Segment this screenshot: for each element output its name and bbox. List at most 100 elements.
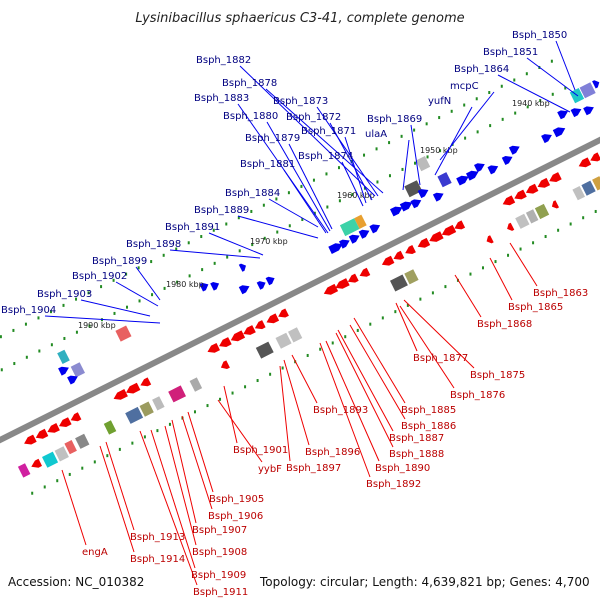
forward-gene-arrow [238, 263, 246, 272]
tick-mark [488, 91, 491, 95]
tick-mark [75, 330, 78, 334]
forward-label-line [434, 106, 473, 176]
tick-mark [337, 166, 340, 170]
forward-gene-label: Bsph_1874 [298, 151, 353, 162]
reverse-label-line [279, 365, 291, 462]
forward-gene-arrow [417, 189, 429, 199]
forward-label-line [283, 169, 327, 234]
forward-gene-label: Bsph_1871 [301, 126, 356, 137]
feature-box [437, 172, 452, 188]
forward-gene-label: Bsph_1873 [273, 96, 328, 107]
tick-mark [363, 186, 366, 190]
reverse-label-line [291, 354, 318, 404]
reverse-gene-arrow [359, 267, 371, 277]
tick-mark [175, 247, 178, 251]
tick-mark [476, 130, 479, 134]
tick-mark [438, 116, 441, 120]
reverse-label-line [454, 274, 482, 318]
reverse-label-line [61, 469, 87, 546]
feature-box [103, 420, 117, 435]
feature-box [275, 332, 292, 349]
forward-label-line [526, 57, 579, 97]
forward-gene-arrow [501, 156, 513, 165]
forward-label-line [80, 299, 151, 317]
tick-mark [31, 491, 34, 495]
feature-box [54, 446, 69, 462]
map-title: Lysinibacillus sphaericus C3-41, complet… [135, 11, 464, 26]
tick-mark [200, 235, 203, 239]
feature-box [168, 385, 186, 403]
tick-mark [225, 222, 228, 226]
tick-mark [275, 197, 278, 201]
tick-mark [143, 435, 146, 439]
reverse-gene-arrow [514, 189, 527, 200]
feature-box [255, 341, 274, 359]
tick-mark [13, 362, 16, 366]
reverse-label-line [171, 419, 197, 524]
feature-boxes [17, 82, 600, 478]
tick-mark [513, 78, 516, 82]
tick-mark [419, 297, 422, 301]
tick-mark [338, 199, 341, 203]
tick-mark [569, 222, 572, 226]
forward-gene-label: Bsph_1864 [454, 64, 509, 75]
forward-label-line [237, 103, 329, 234]
tick-mark [151, 293, 154, 297]
tick-mark [87, 291, 90, 295]
forward-gene-label: Bsph_1872 [286, 112, 341, 123]
forward-gene-arrow [265, 276, 275, 286]
forward-gene-arrow [67, 375, 78, 385]
gene-arrows [24, 80, 600, 468]
reverse-gene-arrow [335, 278, 350, 289]
feature-box [572, 186, 585, 201]
forward-label-line [288, 143, 333, 230]
reverse-label-line [139, 430, 198, 586]
tick-mark [450, 109, 453, 113]
forward-label-line [497, 74, 571, 113]
tick-mark [439, 149, 442, 153]
feature-box [354, 214, 367, 229]
label-connector-lines [44, 40, 579, 586]
tick-mark [125, 272, 128, 276]
tick-mark [12, 328, 15, 332]
reverse-gene-arrow [323, 283, 339, 295]
feature-box [415, 156, 431, 172]
scale-label: 1970 kbp [250, 237, 288, 246]
reverse-gene-label: Bsph_1893 [313, 405, 368, 416]
tick-mark [50, 343, 53, 347]
scale-label: 1940 kbp [512, 99, 550, 108]
feature-box [125, 406, 144, 424]
reverse-gene-label: Bsph_1897 [286, 463, 341, 474]
forward-gene-label: Bsph_1889 [194, 205, 249, 216]
forward-gene-arrow [508, 145, 520, 155]
forward-gene-label: mcpC [450, 81, 479, 92]
reverse-gene-arrow [393, 250, 405, 260]
feature-box [404, 269, 419, 285]
forward-label-line [266, 121, 331, 232]
tick-mark [81, 466, 84, 470]
forward-gene-label: Bsph_1880 [223, 111, 278, 122]
scale-label: 1960 kbp [337, 191, 375, 200]
reverse-gene-label: Bsph_1887 [389, 433, 444, 444]
tick-mark [539, 99, 542, 103]
reverse-gene-label: Bsph_1886 [401, 421, 456, 432]
tick-mark [406, 303, 409, 307]
tick-mark [193, 410, 196, 414]
forward-gene-label: Bsph_1851 [483, 47, 538, 58]
reverse-gene-label: Bsph_1865 [508, 302, 563, 313]
forward-gene-label: Bsph_1903 [37, 289, 92, 300]
forward-label-line [555, 40, 576, 91]
forward-gene-label: Bsph_1898 [126, 239, 181, 250]
forward-gene-arrow [238, 285, 250, 295]
tick-mark [388, 141, 391, 145]
feature-box [581, 180, 596, 196]
tick-mark [463, 103, 466, 107]
reverse-label-line [399, 305, 455, 389]
tick-mark [251, 243, 254, 247]
scale-label: 1950 kbp [420, 146, 458, 155]
reverse-gene-arrow [417, 237, 431, 248]
feature-box [42, 451, 59, 468]
reverse-label-line [353, 317, 406, 404]
tick-mark [38, 349, 41, 353]
tick-mark [514, 111, 517, 115]
